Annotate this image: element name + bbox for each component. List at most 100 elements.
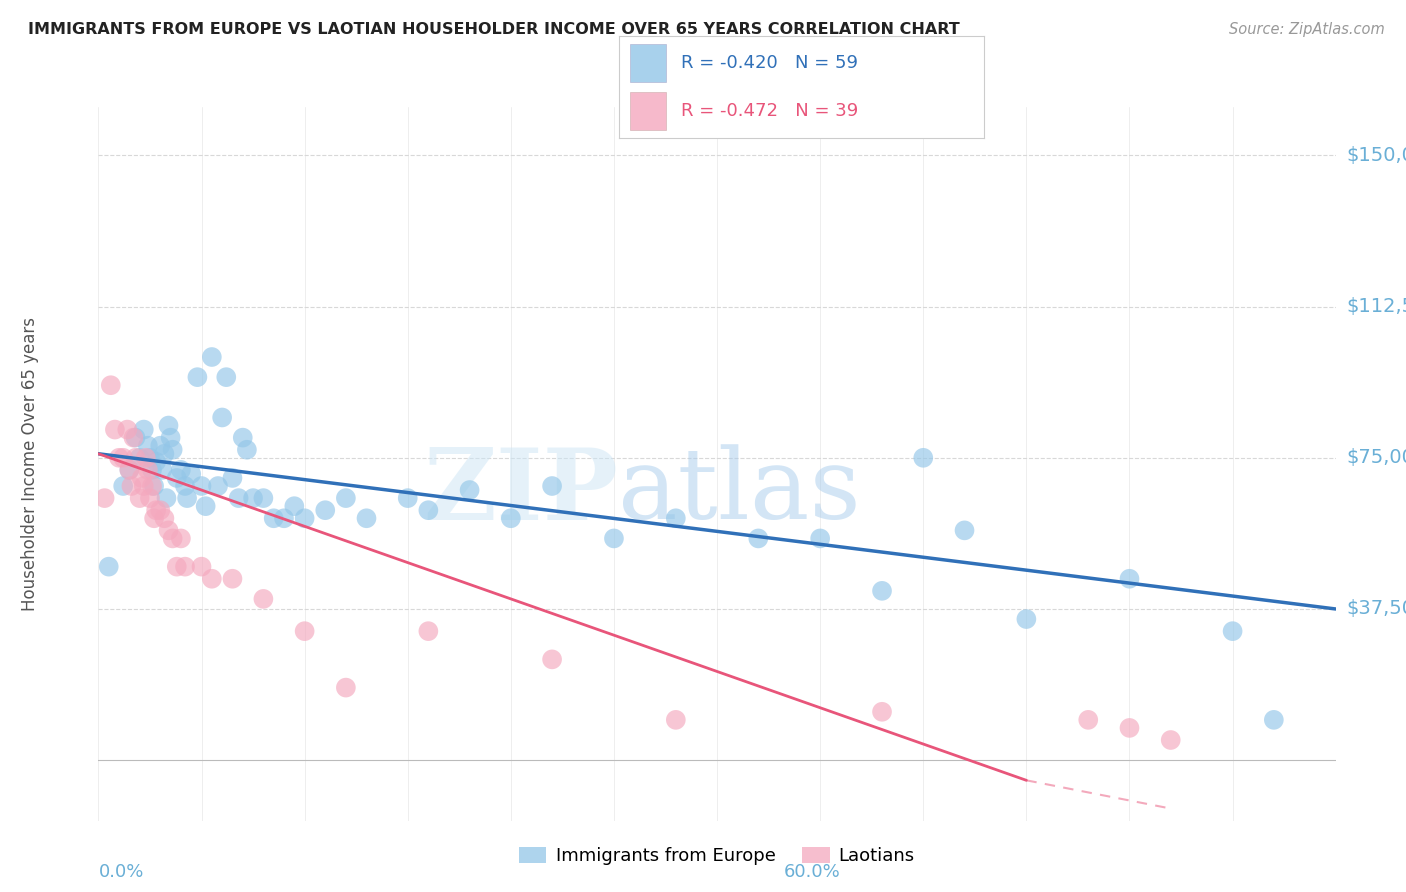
Point	[136, 439, 159, 453]
Text: $112,500: $112,500	[1346, 297, 1406, 316]
Point	[1118, 572, 1140, 586]
Point	[221, 572, 243, 586]
Point	[149, 439, 172, 453]
Point	[953, 524, 976, 538]
Point	[747, 532, 769, 546]
Point	[176, 491, 198, 505]
Bar	[630, 44, 666, 82]
Point	[194, 499, 217, 513]
Point	[141, 479, 163, 493]
Legend: Immigrants from Europe, Laotians: Immigrants from Europe, Laotians	[512, 839, 922, 872]
Point	[458, 483, 481, 497]
Point	[1263, 713, 1285, 727]
Point	[139, 450, 162, 465]
Point	[221, 471, 243, 485]
Point	[117, 423, 139, 437]
Point	[335, 491, 357, 505]
Point	[97, 559, 120, 574]
Point	[418, 624, 440, 639]
Point	[201, 572, 224, 586]
Point	[1118, 721, 1140, 735]
Point	[145, 503, 167, 517]
Bar	[630, 92, 666, 130]
Point	[283, 499, 305, 513]
Point	[118, 463, 141, 477]
Point	[162, 442, 184, 457]
Point	[242, 491, 264, 505]
Point	[207, 479, 229, 493]
Point	[174, 559, 197, 574]
Point	[1222, 624, 1244, 639]
Point	[124, 450, 146, 465]
Point	[136, 463, 159, 477]
Point	[808, 532, 831, 546]
Point	[118, 463, 141, 477]
Point	[541, 479, 564, 493]
Point	[141, 463, 163, 477]
Point	[159, 431, 181, 445]
Point	[104, 423, 127, 437]
Point	[418, 503, 440, 517]
Point	[100, 378, 122, 392]
Point	[153, 447, 176, 461]
Point	[1160, 733, 1182, 747]
Point	[1015, 612, 1038, 626]
Text: ZIP: ZIP	[423, 444, 619, 541]
Point	[211, 410, 233, 425]
Point	[149, 503, 172, 517]
Point	[132, 479, 155, 493]
Point	[186, 370, 208, 384]
Point	[314, 503, 336, 517]
Text: IMMIGRANTS FROM EUROPE VS LAOTIAN HOUSEHOLDER INCOME OVER 65 YEARS CORRELATION C: IMMIGRANTS FROM EUROPE VS LAOTIAN HOUSEH…	[28, 22, 960, 37]
Point	[870, 705, 893, 719]
Point	[912, 450, 935, 465]
Point	[153, 511, 176, 525]
Point	[128, 450, 150, 465]
Point	[143, 511, 166, 525]
Point	[122, 431, 145, 445]
Point	[263, 511, 285, 525]
Point	[232, 431, 254, 445]
Point	[166, 471, 188, 485]
Point	[157, 524, 180, 538]
Point	[155, 491, 177, 505]
Point	[120, 479, 142, 493]
Text: $75,000: $75,000	[1346, 449, 1406, 467]
Text: 60.0%: 60.0%	[785, 863, 841, 881]
Text: R = -0.420   N = 59: R = -0.420 N = 59	[681, 54, 858, 72]
Point	[273, 511, 295, 525]
Point	[252, 591, 274, 606]
Point	[93, 491, 115, 505]
Point	[112, 450, 135, 465]
Point	[108, 450, 131, 465]
Point	[201, 350, 224, 364]
Point	[335, 681, 357, 695]
Point	[174, 479, 197, 493]
Point	[135, 450, 157, 465]
Point	[190, 559, 212, 574]
Point	[215, 370, 238, 384]
Point	[228, 491, 250, 505]
Point	[236, 442, 259, 457]
Point	[190, 479, 212, 493]
Point	[499, 511, 522, 525]
Point	[252, 491, 274, 505]
Point	[180, 467, 202, 481]
Text: Householder Income Over 65 years: Householder Income Over 65 years	[21, 317, 39, 611]
Point	[870, 583, 893, 598]
Point	[128, 491, 150, 505]
Point	[603, 532, 626, 546]
Point	[139, 491, 162, 505]
Point	[170, 532, 193, 546]
Point	[1077, 713, 1099, 727]
Text: 0.0%: 0.0%	[98, 863, 143, 881]
Point	[112, 479, 135, 493]
Point	[294, 511, 316, 525]
Text: R = -0.472   N = 39: R = -0.472 N = 39	[681, 102, 858, 120]
Text: $150,000: $150,000	[1346, 146, 1406, 165]
Point	[143, 479, 166, 493]
Text: atlas: atlas	[619, 444, 860, 541]
Point	[294, 624, 316, 639]
Text: Source: ZipAtlas.com: Source: ZipAtlas.com	[1229, 22, 1385, 37]
Point	[131, 471, 153, 485]
